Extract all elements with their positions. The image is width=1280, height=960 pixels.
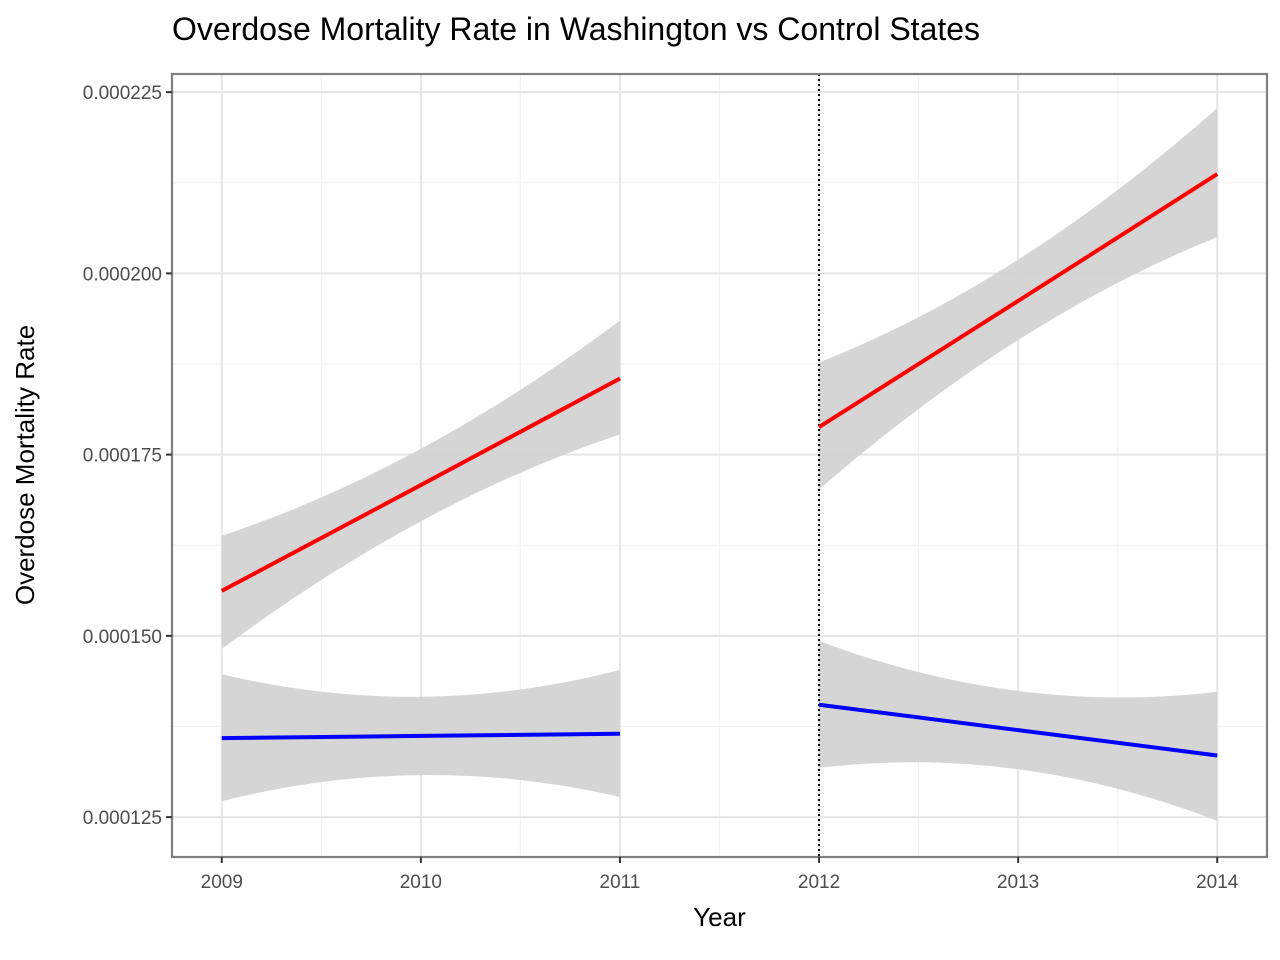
- series-lines: [220, 172, 1219, 758]
- panel-border: [170, 72, 1269, 859]
- series-line: [817, 172, 1219, 429]
- series-line: [818, 702, 1218, 758]
- series-line: [221, 731, 620, 741]
- y-tick-label: 0.000150: [83, 627, 162, 648]
- x-axis-title: Year: [693, 902, 746, 932]
- y-tick-label: 0.000175: [83, 446, 162, 467]
- y-tick-label: 0.000125: [83, 808, 162, 829]
- y-tick-label: 0.000200: [83, 264, 162, 285]
- y-tick-label: 0.000225: [83, 83, 162, 104]
- series-line: [220, 376, 621, 593]
- x-tick-label: 2013: [997, 872, 1039, 893]
- x-tick-label: 2009: [201, 872, 243, 893]
- x-tick-label: 2014: [1196, 872, 1239, 893]
- x-tick-label: 2010: [400, 872, 442, 893]
- x-tick-label: 2011: [600, 872, 641, 893]
- x-tick-label: 2012: [798, 872, 840, 893]
- axis-ticks: 2009 2010 2011 2012 2013 2014 0.000125 0.000150…: [83, 83, 1239, 893]
- y-axis-title: Overdose Mortality Rate: [10, 325, 40, 605]
- chart-title: Overdose Mortality Rate in Washington vs…: [172, 11, 980, 47]
